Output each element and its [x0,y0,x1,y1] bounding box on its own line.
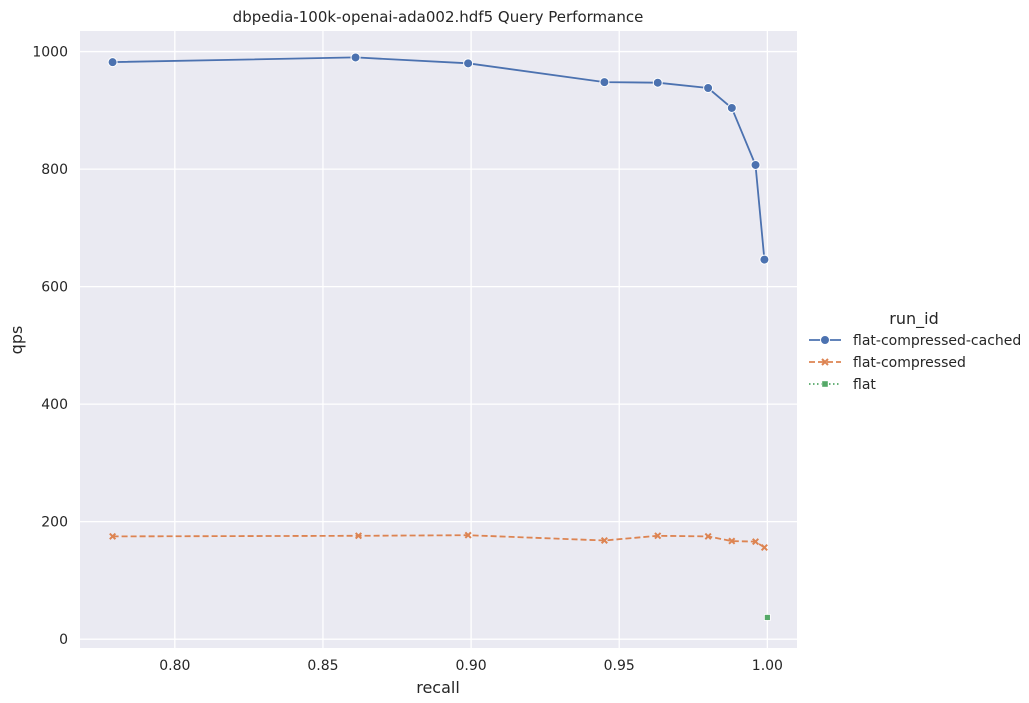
y-tick-label: 400 [41,397,68,413]
legend-marker [820,335,830,345]
x-axis-ticks: 0.80 0.85 0.90 0.95 1.00 [159,658,783,674]
grid-lines [80,31,797,648]
y-tick-label: 800 [41,162,68,178]
y-tick-label: 200 [41,515,68,531]
legend-item: flat-compressed [809,355,966,371]
data-point [463,58,474,69]
x-tick-label: 1.00 [752,658,783,674]
legend-title: run_id [889,309,938,329]
series-layer [107,52,771,621]
y-tick-label: 1000 [32,45,68,61]
y-tick-label: 0 [59,632,68,648]
data-point [763,614,771,621]
data-point [759,254,770,265]
data-point [109,532,117,540]
legend-label: flat-compressed-cached [853,333,1021,349]
x-axis-label: recall [416,678,460,697]
data-point [652,77,663,88]
legend-item: flat-compressed-cached [809,333,1021,349]
data-point [464,531,472,539]
series-flat-compressed [109,531,768,552]
x-tick-label: 0.90 [456,658,487,674]
legend-marker [821,358,829,366]
data-point [350,52,361,63]
legend-label: flat-compressed [853,355,966,371]
data-point [600,536,608,544]
y-tick-label: 600 [41,280,68,296]
data-point [704,532,712,540]
series-flat-compressed-cached [107,52,770,265]
data-point [703,82,714,93]
data-point [752,538,760,546]
data-point [654,532,662,540]
data-point [726,102,737,113]
chart-title: dbpedia-100k-openai-ada002.hdf5 Query Pe… [233,8,644,26]
x-tick-label: 0.95 [604,658,635,674]
y-axis-ticks: 0 200 400 600 800 1000 [32,45,68,649]
legend-marker [821,380,829,388]
data-point [750,159,761,170]
x-tick-label: 0.85 [307,658,338,674]
x-tick-label: 0.80 [159,658,190,674]
legend-label: flat [853,377,876,393]
data-point [728,537,736,545]
legend-item: flat [809,377,876,393]
plot-background [80,31,797,648]
series-flat [763,614,771,621]
legend-items: flat-compressed-cached flat-compressed fla… [809,333,1021,393]
data-point [107,57,118,68]
y-axis-label: qps [7,326,26,355]
data-point [599,77,610,88]
data-point [354,532,363,540]
data-point [760,544,768,552]
legend: run_id flat-compressed-cachedflat-compre… [809,309,1021,393]
